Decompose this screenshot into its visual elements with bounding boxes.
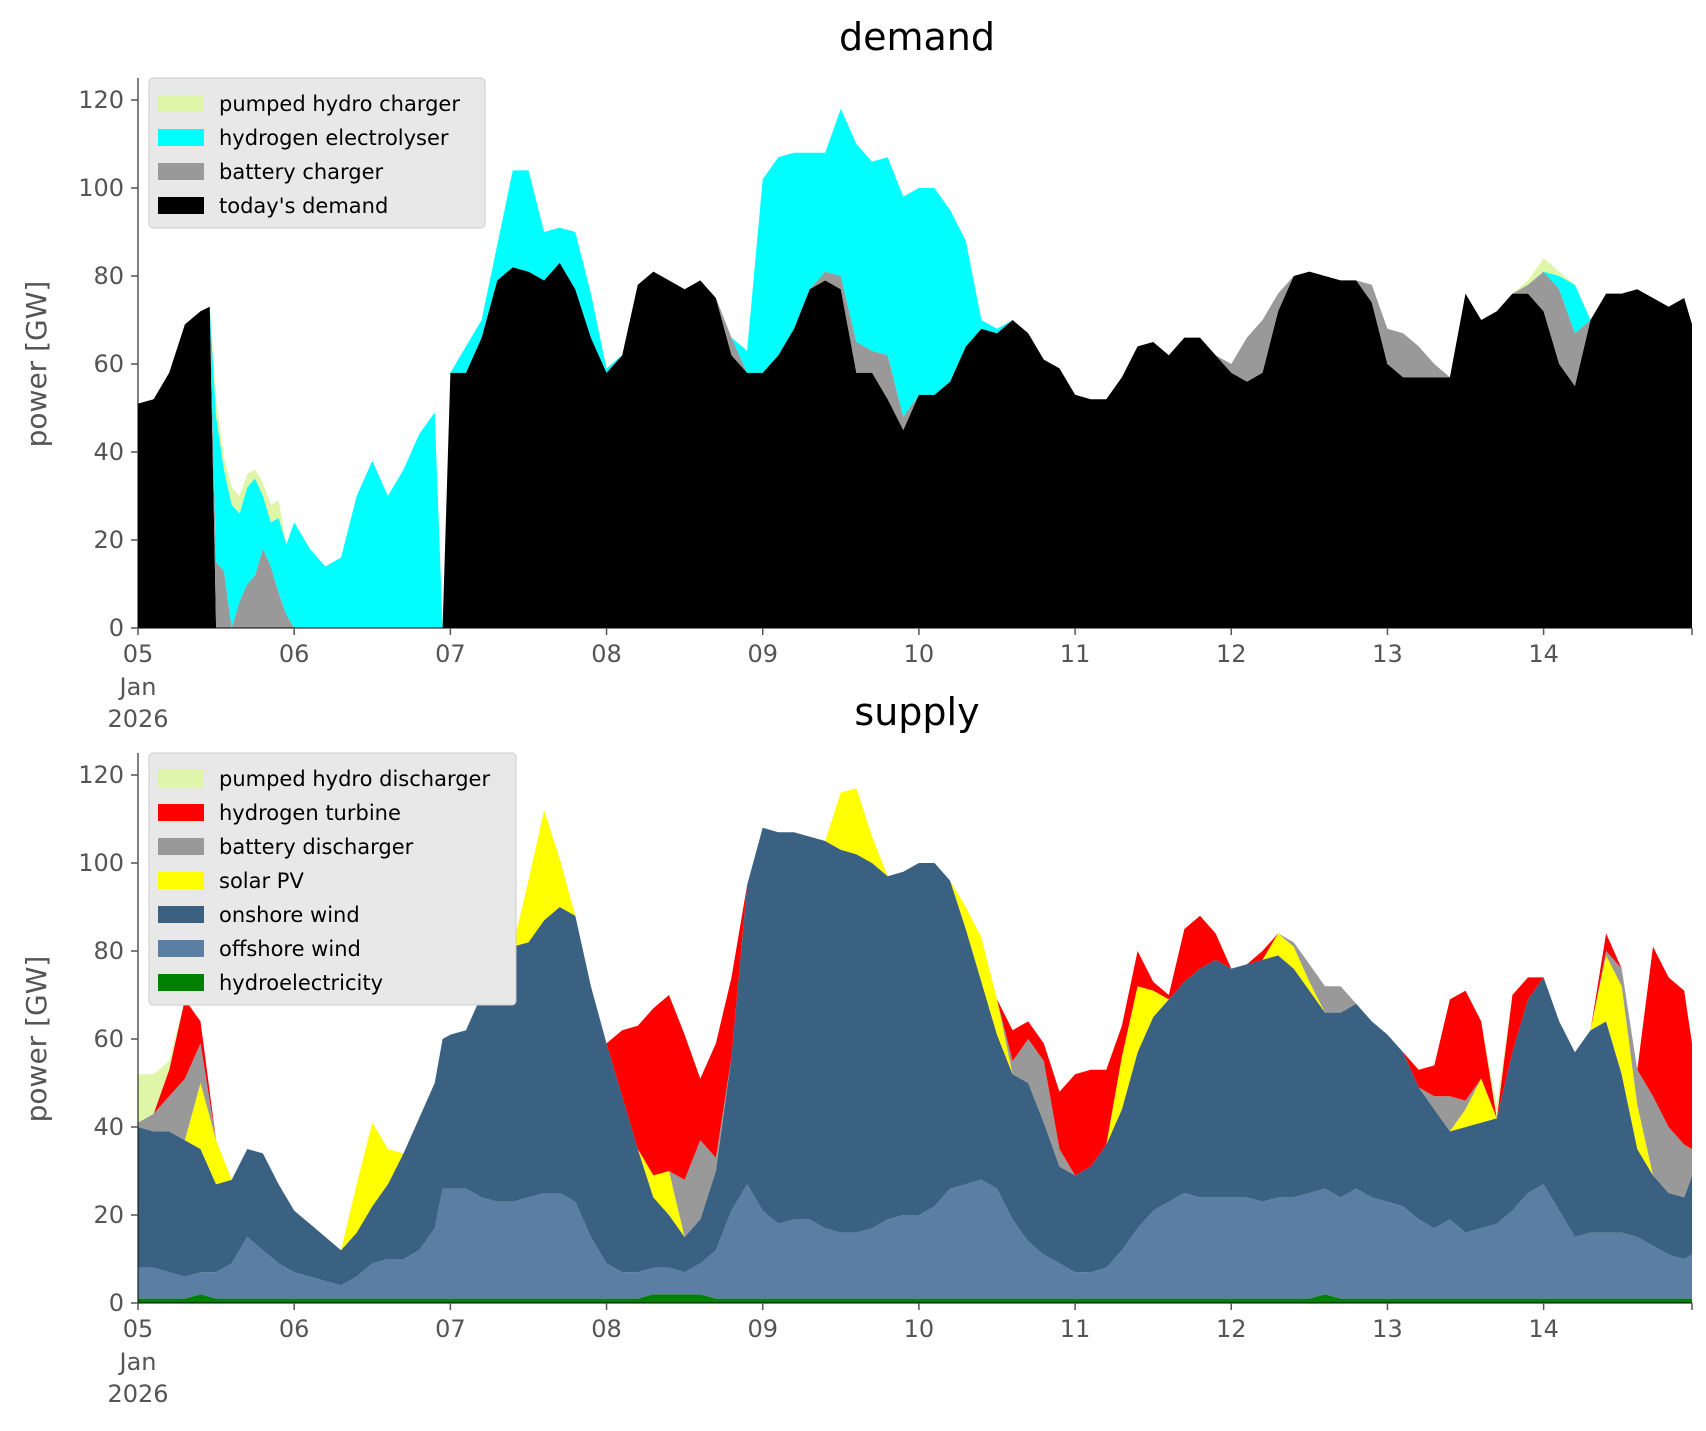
legend-label-pumped-hydro-charger: pumped hydro charger: [219, 92, 460, 116]
legend-box: [148, 752, 517, 1006]
area-onshore-wind: [138, 827, 1692, 1286]
legend-swatch-pumped-hydro-discharger: [158, 770, 204, 787]
legend-label-today-s-demand: today's demand: [219, 194, 388, 218]
supply-chart: supply power [GW] 0 20 40 60 80 100 120 05 Jan 20…: [20, 690, 1693, 1408]
y-axis-label: power [GW]: [20, 281, 53, 448]
legend-swatch-pumped-hydro-charger: [158, 95, 204, 112]
legend-swatch-hydrogen-electrolyser: [158, 129, 204, 146]
x-tick-label: 09: [747, 640, 778, 668]
x-tick-label: 13: [1372, 1315, 1403, 1343]
x-tick-month: Jan: [118, 673, 157, 701]
legend-label-solar-pv: solar PV: [219, 869, 304, 893]
area-layer: [138, 108, 1692, 629]
x-tick-label: 06: [279, 1315, 310, 1343]
legend-label-offshore-wind: offshore wind: [219, 937, 361, 961]
area-hydrogen-electrolyser: [138, 108, 1692, 629]
area-layer: [138, 788, 1692, 1303]
x-tick-label: 07: [435, 1315, 466, 1343]
axes: 0 20 40 60 80 100 120 05 Jan 2026 06 07 08 09 10 11 12 13…: [78, 753, 1693, 1408]
legend-swatch-battery-discharger: [158, 838, 204, 855]
chart-title: supply: [854, 690, 979, 734]
legend-label-hydrogen-turbine: hydrogen turbine: [219, 801, 401, 825]
y-tick-label: 100: [78, 849, 124, 877]
x-tick-label: 07: [435, 640, 466, 668]
x-tick-label: 09: [747, 1315, 778, 1343]
legend-label-onshore-wind: onshore wind: [219, 903, 360, 927]
x-tick-label: 14: [1528, 1315, 1559, 1343]
axes: 0 20 40 60 80 100 120 05 Jan 2026 06 07 08 09 10 11 12 13…: [78, 78, 1693, 733]
x-tick-label: 13: [1372, 640, 1403, 668]
x-tick-year: 2026: [107, 705, 168, 733]
legend: pumped hydro charger hydrogen electrolyse…: [148, 77, 486, 229]
legend-swatch-solar-pv: [158, 872, 204, 889]
y-tick-label: 40: [93, 438, 124, 466]
area-offshore-wind: [138, 1179, 1692, 1299]
legend-label-pumped-hydro-discharger: pumped hydro discharger: [219, 767, 490, 791]
x-tick-month: Jan: [118, 1348, 157, 1376]
legend-swatch-hydroelectricity: [158, 974, 204, 991]
x-tick-label: 11: [1060, 640, 1091, 668]
y-tick-label: 100: [78, 174, 124, 202]
y-tick-label: 60: [93, 350, 124, 378]
y-tick-label: 120: [78, 86, 124, 114]
y-tick-label: 0: [109, 1289, 124, 1317]
x-tick-label: 11: [1060, 1315, 1091, 1343]
y-tick-label: 120: [78, 761, 124, 789]
y-tick-label: 40: [93, 1113, 124, 1141]
x-tick-label: 08: [591, 640, 622, 668]
legend-swatch-hydrogen-turbine: [158, 804, 204, 821]
area-battery-charger: [138, 262, 1692, 628]
x-tick-label: 08: [591, 1315, 622, 1343]
area-today-s-demand: [138, 262, 1692, 628]
x-tick-label: 10: [904, 1315, 935, 1343]
x-tick-year: 2026: [107, 1380, 168, 1408]
x-tick-label: 05: [123, 1315, 154, 1343]
x-tick-label: 06: [279, 640, 310, 668]
demand-chart: demand power [GW] 0 20 40 60 80 100 120 05 Jan 20…: [20, 15, 1693, 733]
legend-swatch-battery-charger: [158, 163, 204, 180]
legend-label-hydrogen-electrolyser: hydrogen electrolyser: [219, 126, 449, 150]
legend-box: [148, 77, 486, 229]
chart-title: demand: [839, 15, 995, 59]
legend-label-hydroelectricity: hydroelectricity: [219, 971, 383, 995]
legend-swatch-today-s-demand: [158, 197, 204, 214]
area-solar-pv: [138, 788, 1692, 1251]
y-tick-label: 20: [93, 526, 124, 554]
legend-swatch-onshore-wind: [158, 906, 204, 923]
y-tick-label: 20: [93, 1201, 124, 1229]
legend-label-battery-discharger: battery discharger: [219, 835, 414, 859]
x-tick-label: 05: [123, 640, 154, 668]
y-tick-label: 80: [93, 937, 124, 965]
legend-label-battery-charger: battery charger: [219, 160, 384, 184]
y-tick-label: 60: [93, 1025, 124, 1053]
y-tick-label: 0: [109, 614, 124, 642]
x-tick-label: 14: [1528, 640, 1559, 668]
x-tick-label: 12: [1216, 1315, 1247, 1343]
y-tick-label: 80: [93, 262, 124, 290]
y-axis-label: power [GW]: [20, 956, 53, 1123]
legend: pumped hydro discharger hydrogen turbine b…: [148, 752, 517, 1006]
legend-swatch-offshore-wind: [158, 940, 204, 957]
x-tick-label: 10: [904, 640, 935, 668]
x-tick-label: 12: [1216, 640, 1247, 668]
